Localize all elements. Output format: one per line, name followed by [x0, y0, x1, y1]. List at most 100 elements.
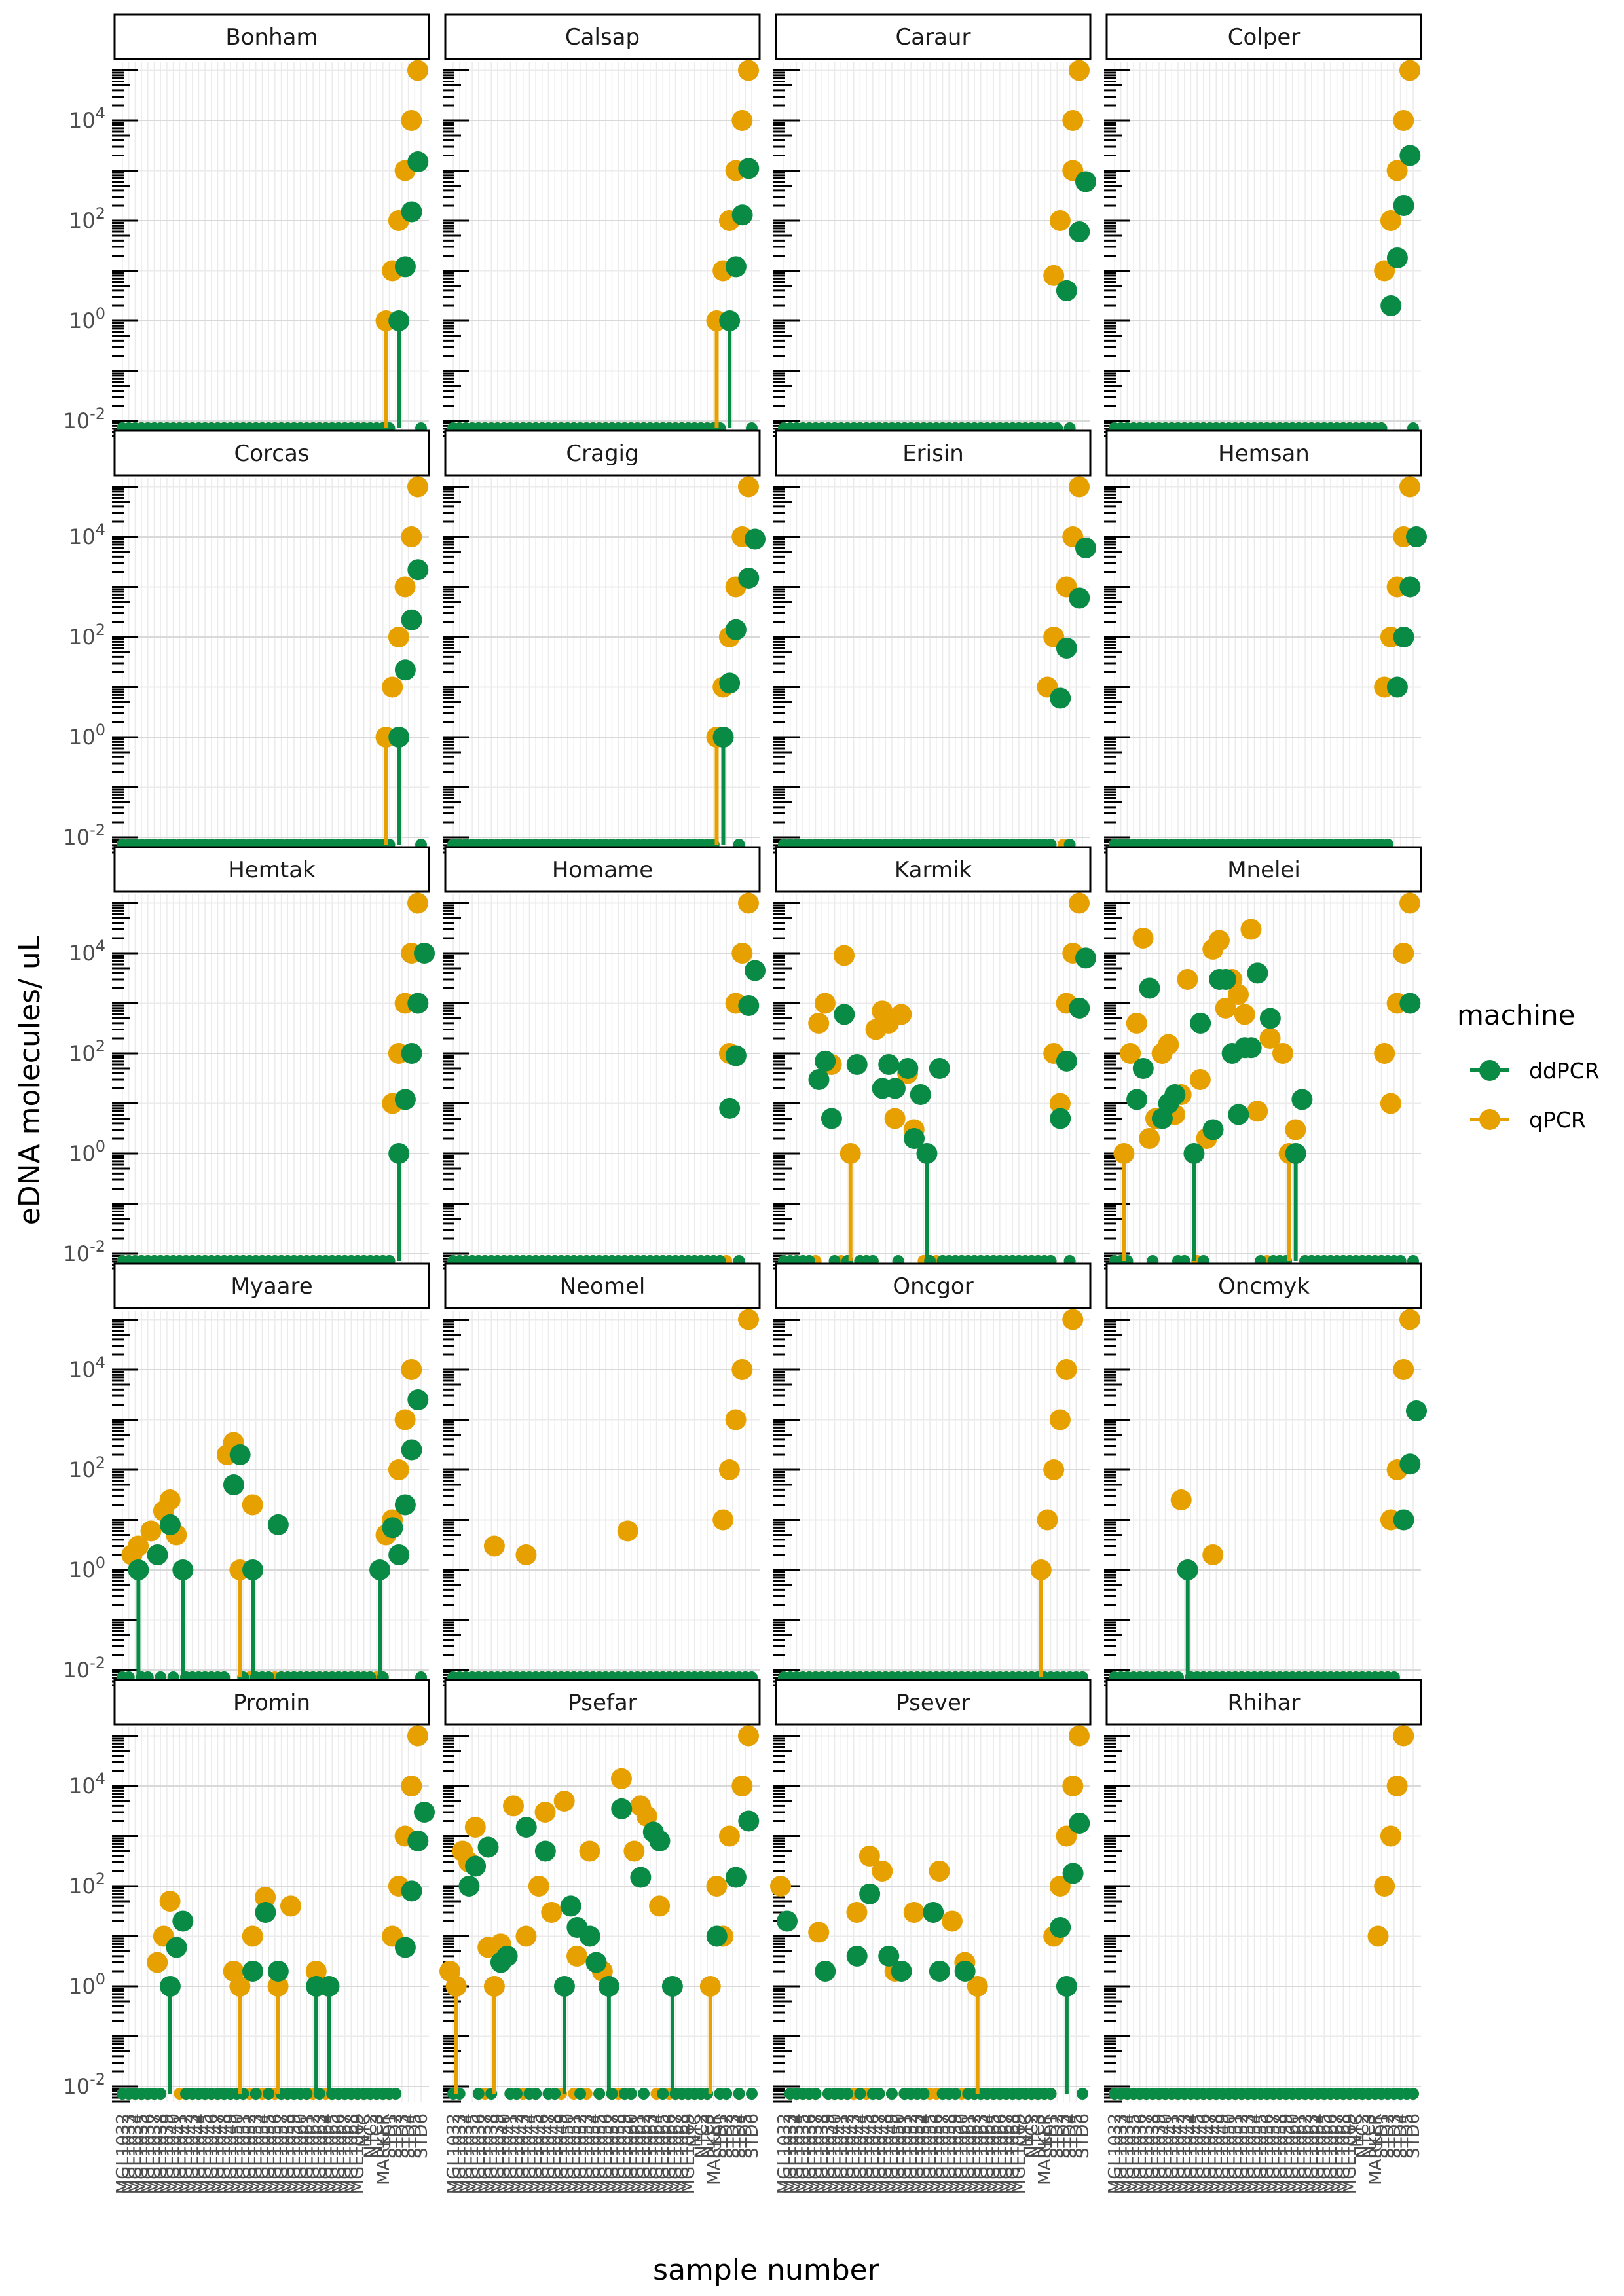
x-tick-label: MGL1032	[113, 2113, 133, 2194]
x-tick-label: STD4	[730, 2113, 750, 2159]
x-tick-label: STD2	[386, 2113, 406, 2159]
x-tick-label: MGL1062	[965, 2113, 985, 2194]
x-tick-label: MGL1033	[781, 2113, 801, 2194]
data-point-qpcr	[1234, 1004, 1255, 1025]
data-point-qpcr	[1380, 1093, 1401, 1114]
facet-strip-label: Psever	[896, 1690, 970, 1716]
data-point-ddpcr	[1393, 1509, 1414, 1531]
data-point-ddpcr	[407, 1830, 429, 1851]
x-tick-label: MGL1060	[291, 2113, 311, 2194]
data-point-ddpcr	[407, 151, 429, 173]
facet-strip-label: Homame	[552, 857, 653, 883]
data-point-ddpcr	[159, 1514, 181, 1535]
data-point-ddpcr	[846, 1945, 868, 1967]
baseline-point-ddpcr	[390, 2088, 402, 2100]
data-point-ddpcr	[649, 1830, 671, 1851]
data-point-qpcr	[464, 1817, 486, 1838]
data-point-ddpcr	[891, 1960, 912, 1982]
data-point-qpcr	[1177, 968, 1198, 990]
y-tick-label: 102	[69, 621, 105, 649]
x-tick-label: MGL1069	[1010, 2113, 1029, 2194]
x-tick-label: STD1	[710, 2113, 730, 2159]
x-tick-label: MGL1033	[1112, 2113, 1132, 2194]
x-tick-label: NTC	[355, 2113, 375, 2147]
data-point-ddpcr	[1126, 1089, 1148, 1110]
facet-strip	[444, 429, 761, 477]
x-tick-label: MGL1051	[564, 2113, 584, 2194]
data-point-ddpcr	[1393, 626, 1414, 647]
facet-panel-mnelei: Mnelei	[1104, 846, 1422, 1270]
facet-strip	[113, 1262, 430, 1309]
y-tick-label: 10-2	[63, 2070, 105, 2099]
data-point-ddpcr	[815, 1050, 836, 1072]
data-point-qpcr	[401, 109, 422, 131]
x-tick-label: MGL1054	[914, 2113, 934, 2194]
data-point-qpcr	[229, 1975, 251, 1997]
data-point-ddpcr	[1075, 947, 1096, 969]
facet-panel-karmik: Karmik	[773, 846, 1096, 1270]
x-tick-label: MGL1054	[1245, 2113, 1264, 2194]
x-tick-label: MGL1038	[151, 2113, 171, 2194]
x-tick-label: MGL1061	[959, 2113, 978, 2194]
data-point-ddpcr	[1069, 1812, 1090, 1834]
data-point-qpcr	[407, 60, 428, 81]
data-point-qpcr	[255, 1886, 276, 1908]
x-tick-label: MGL1053	[908, 2113, 928, 2194]
data-point-qpcr	[1380, 210, 1401, 231]
x-tick-label: MGL1042	[838, 2113, 858, 2194]
data-point-ddpcr	[414, 1801, 435, 1823]
data-point-ddpcr	[1177, 1559, 1198, 1580]
x-tick-label: MGL1061	[1289, 2113, 1309, 2194]
x-tick-label: MGL1034	[1118, 2113, 1137, 2194]
y-tick-label: 104	[69, 1770, 105, 1798]
x-tick-label: STD1	[1372, 2113, 1392, 2159]
data-point-qpcr	[382, 676, 403, 698]
x-tick-label: MGL1040	[826, 2113, 845, 2194]
x-tick-label: MGL1056	[927, 2113, 947, 2194]
facet-strip	[775, 13, 1092, 60]
x-tick-label: MGL1047	[209, 2113, 229, 2194]
data-point-ddpcr	[725, 1045, 747, 1066]
x-tick-label: MGL1034	[126, 2113, 145, 2194]
data-point-qpcr	[1170, 1489, 1192, 1511]
data-point-ddpcr	[267, 1960, 289, 1982]
y-tick-label: 100	[69, 1554, 105, 1582]
x-tick-label: MGL1038	[482, 2113, 502, 2194]
baseline-point-ddpcr	[625, 2088, 637, 2100]
data-point-ddpcr	[878, 1945, 900, 1967]
x-tick-label: MARKER	[705, 2113, 724, 2185]
data-point-qpcr	[1030, 1559, 1052, 1580]
facet-strip-label: Oncmyk	[1218, 1273, 1310, 1300]
y-tick-label: 10-2	[63, 1654, 105, 1683]
legend-title: machine	[1457, 999, 1576, 1031]
x-tick-label: MGL1050	[889, 2113, 909, 2194]
data-point-ddpcr	[172, 1910, 194, 1932]
data-point-ddpcr	[394, 659, 416, 681]
data-point-qpcr	[738, 1725, 759, 1747]
baseline-point-ddpcr	[949, 2088, 961, 2100]
data-point-qpcr	[1069, 60, 1090, 81]
data-point-qpcr	[1240, 919, 1262, 940]
data-point-ddpcr	[1386, 247, 1408, 268]
x-tick-label: MGL1047	[870, 2113, 890, 2194]
data-point-qpcr	[738, 1309, 759, 1330]
data-point-ddpcr	[1075, 171, 1096, 192]
data-point-ddpcr	[401, 1439, 422, 1461]
x-tick-label: MGL1060	[622, 2113, 642, 2194]
data-point-ddpcr	[242, 1559, 264, 1580]
y-tick-label: 10-2	[63, 1237, 105, 1266]
facet-strip	[113, 846, 430, 893]
data-point-qpcr	[140, 1520, 162, 1542]
x-tick-label: MGL1067	[1328, 2113, 1348, 2194]
x-tick-label: STD2	[1378, 2113, 1398, 2159]
data-point-ddpcr	[394, 1494, 416, 1516]
data-point-qpcr	[967, 1975, 988, 1997]
facet-panel-psever: PseverMGL1032MGL1033MGL1034MGL1035MGL103…	[770, 1679, 1093, 2194]
data-point-ddpcr	[388, 1544, 410, 1565]
data-point-ddpcr	[477, 1836, 499, 1858]
data-point-ddpcr	[1240, 1037, 1262, 1059]
x-tick-label: MGL1032	[444, 2113, 464, 2194]
x-tick-label: MGL1039	[489, 2113, 508, 2194]
x-tick-label: STD4	[1392, 2113, 1411, 2159]
data-point-ddpcr	[1056, 637, 1077, 659]
